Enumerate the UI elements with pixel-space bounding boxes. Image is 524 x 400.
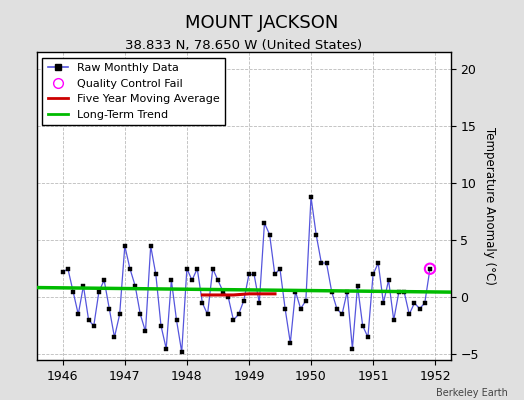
Point xyxy=(426,266,434,272)
Legend: Raw Monthly Data, Quality Control Fail, Five Year Moving Average, Long-Term Tren: Raw Monthly Data, Quality Control Fail, … xyxy=(42,58,225,125)
Text: MOUNT JACKSON: MOUNT JACKSON xyxy=(185,14,339,32)
Y-axis label: Temperature Anomaly (°C): Temperature Anomaly (°C) xyxy=(483,127,496,285)
Text: Berkeley Earth: Berkeley Earth xyxy=(436,388,508,398)
Title: 38.833 N, 78.650 W (United States): 38.833 N, 78.650 W (United States) xyxy=(125,39,362,52)
